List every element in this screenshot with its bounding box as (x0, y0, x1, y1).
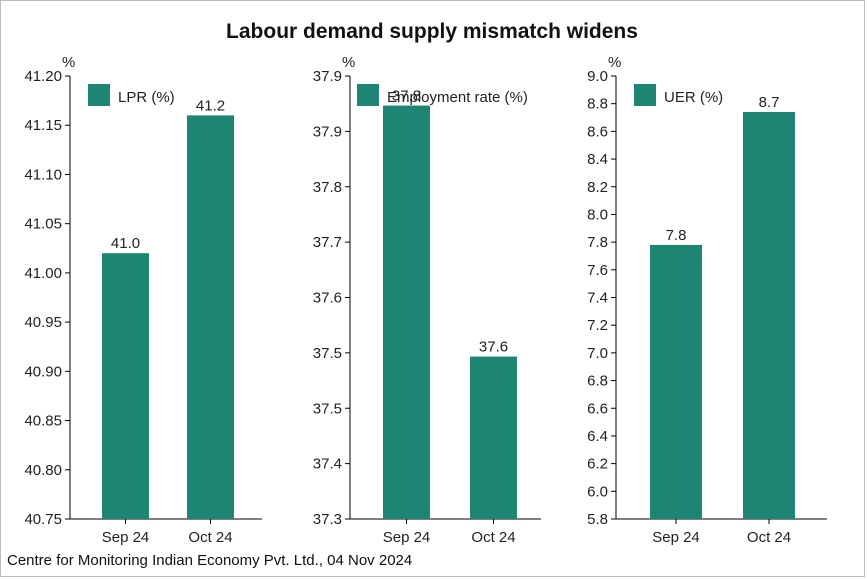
y-tick-label: 7.8 (587, 234, 608, 251)
bar-oct-24 (187, 115, 234, 519)
bar-oct-24 (743, 111, 795, 520)
y-tick-label: 41.00 (24, 265, 62, 282)
chart-panel-3: 5.8 6.0 6.2 6.4 6.6 6.8 7.0 7.2 7.4 7.6 7.8 8.0 8.2 8… (587, 54, 827, 546)
y-tick-label: 37.6 (313, 290, 342, 307)
legend-swatch (357, 84, 379, 106)
x-category-label: Oct 24 (747, 529, 791, 546)
y-tick-label: 40.80 (24, 462, 62, 479)
y-tick-label: 37.5 (313, 400, 342, 417)
chart-title: Labour demand supply mismatch widens (226, 20, 638, 43)
x-category-label: Sep 24 (652, 529, 700, 546)
x-category-label: Oct 24 (471, 529, 515, 546)
data-label: 8.7 (759, 94, 780, 111)
legend-label: UER (%) (664, 89, 723, 106)
y-tick-label: 9.0 (587, 68, 608, 85)
chart-panel-1: 40.75 40.80 40.85 40.90 40.95 41.00 41.05 41.10… (24, 54, 262, 546)
chart-panel-2: 37.3 37.4 37.5 37.5 37.6 37.7 37.8 37.9 37.9% 37.… (313, 54, 541, 546)
y-tick-label: 6.0 (587, 483, 608, 500)
y-tick-label: 8.6 (587, 123, 608, 140)
y-tick-label: 6.2 (587, 456, 608, 473)
y-tick-label: 5.8 (587, 511, 608, 528)
y-tick-label: 41.10 (24, 166, 62, 183)
y-tick-label: 40.75 (24, 511, 62, 528)
y-tick-label: 41.05 (24, 216, 62, 233)
legend-swatch (88, 84, 110, 106)
y-tick-label: 8.0 (587, 206, 608, 223)
data-label: 37.8 (392, 88, 421, 105)
y-tick-label: 6.6 (587, 400, 608, 417)
y-tick-label: 8.4 (587, 151, 608, 168)
y-tick-label: 7.2 (587, 317, 608, 334)
legend-swatch (634, 84, 656, 106)
y-tick-label: 7.6 (587, 262, 608, 279)
y-tick-label: 37.7 (313, 234, 342, 251)
y-tick-label: 7.0 (587, 345, 608, 362)
y-tick-label: 41.20 (24, 68, 62, 85)
bar-sep-24 (102, 253, 149, 519)
y-tick-label: 37.9 (313, 68, 342, 85)
bar-sep-24 (383, 105, 430, 520)
bar-sep-24 (650, 244, 702, 520)
legend-label: Employment rate (%) (387, 89, 528, 106)
y-tick-label: 8.2 (587, 179, 608, 196)
y-tick-label: 37.4 (313, 456, 342, 473)
y-unit-label: % (608, 54, 621, 71)
y-tick-label: 37.9 (313, 123, 342, 140)
bar-oct-24 (470, 356, 517, 519)
y-tick-label: 40.90 (24, 363, 62, 380)
y-tick-label: 6.8 (587, 373, 608, 390)
y-tick-label: 8.8 (587, 96, 608, 113)
data-label: 41.0 (111, 235, 140, 252)
legend-label: LPR (%) (118, 89, 175, 106)
y-tick-label: 40.95 (24, 314, 62, 331)
y-tick-label: 37.3 (313, 511, 342, 528)
x-category-label: Sep 24 (383, 529, 431, 546)
y-unit-label: % (342, 54, 355, 71)
x-category-label: Oct 24 (188, 529, 232, 546)
y-tick-label: 37.8 (313, 179, 342, 196)
y-tick-label: 40.85 (24, 413, 62, 430)
y-unit-label: % (62, 54, 75, 71)
y-tick-label: 6.4 (587, 428, 608, 445)
data-label: 7.8 (666, 227, 687, 244)
y-tick-label: 41.15 (24, 117, 62, 134)
data-label: 41.2 (196, 97, 225, 114)
data-label: 37.6 (479, 339, 508, 356)
y-tick-label: 7.4 (587, 290, 608, 307)
chart-panels: 40.75 40.80 40.85 40.90 40.95 41.00 41.05 41.10… (24, 54, 827, 546)
x-category-label: Sep 24 (102, 529, 150, 546)
source-note: Centre for Monitoring Indian Economy Pvt… (7, 552, 412, 569)
y-tick-label: 37.5 (313, 345, 342, 362)
